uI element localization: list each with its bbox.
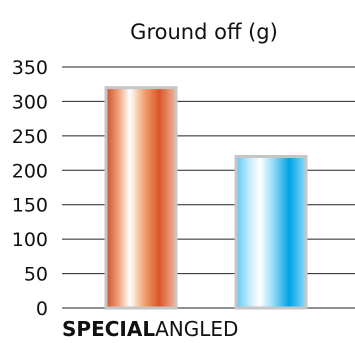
brand-angled-text: ANGLED [155,317,238,341]
bar-2 [234,155,308,310]
y-tick-label-100: 100 [12,229,48,251]
y-tick-label-0: 0 [36,298,48,320]
y-tick-label-200: 200 [12,160,48,182]
brand-special-text: SPECIAL [62,317,155,341]
y-tick-label-300: 300 [12,91,48,113]
brand-label: SPECIALANGLED [62,317,238,341]
chart-title: Ground off (g) [130,20,278,44]
y-axis-ticks: 0 50 100 150 200 250 300 350 [12,57,48,320]
bar-1 [104,86,178,310]
y-tick-label-50: 50 [24,264,48,286]
bars [104,86,308,310]
y-tick-label-150: 150 [12,195,48,217]
y-tick-label-350: 350 [12,57,48,79]
y-tick-label-250: 250 [12,126,48,148]
